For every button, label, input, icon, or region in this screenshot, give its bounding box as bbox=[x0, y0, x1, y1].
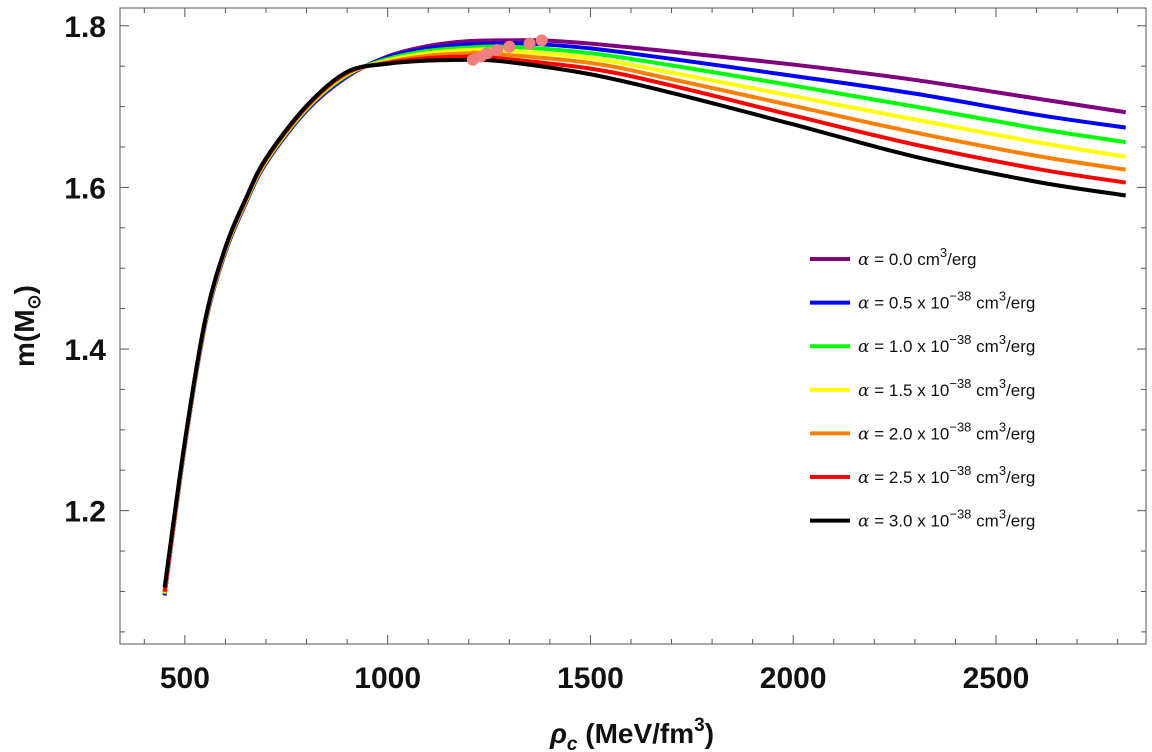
maximum-point-6 bbox=[466, 53, 479, 66]
y-axis-ticks: 1.2 1.4 1.6 1.8 bbox=[64, 11, 1146, 633]
x-axis-label: ρc (MeV/fm3) bbox=[549, 715, 714, 752]
legend-label-2: α = 1.0 x 10−38 cm3/erg bbox=[858, 332, 1035, 357]
legend-label-1: α = 0.5 x 10−38 cm3/erg bbox=[858, 289, 1035, 314]
plot-border bbox=[119, 7, 1147, 645]
y-axis-label: m(M⊙) bbox=[9, 285, 44, 367]
y-tick-label: 1.8 bbox=[64, 11, 106, 44]
y-tick-label: 1.4 bbox=[64, 334, 106, 367]
legend-label-6: α = 3.0 x 10−38 cm3/erg bbox=[858, 507, 1035, 532]
y-tick-label: 1.2 bbox=[64, 496, 106, 529]
legend-label-5: α = 2.5 x 10−38 cm3/erg bbox=[858, 463, 1035, 488]
x-tick-label: 500 bbox=[160, 662, 210, 695]
legend-label-3: α = 1.5 x 10−38 cm3/erg bbox=[858, 376, 1035, 401]
maximum-point-1 bbox=[523, 37, 536, 50]
maximum-point-2 bbox=[503, 40, 516, 53]
x-axis-ticks: 500 1000 1500 2000 2500 bbox=[143, 8, 1119, 695]
series-layer bbox=[162, 38, 1127, 596]
x-tick-label: 2500 bbox=[963, 662, 1030, 695]
plot-frame bbox=[119, 7, 1147, 645]
maxima-points bbox=[466, 34, 548, 66]
series-line-6 bbox=[162, 57, 1127, 588]
legend-label-4: α = 2.0 x 10−38 cm3/erg bbox=[858, 419, 1035, 444]
x-tick-label: 2000 bbox=[760, 662, 827, 695]
maximum-point-3 bbox=[491, 44, 504, 57]
legend-label-0: α = 0.0 cm3/erg bbox=[858, 245, 976, 270]
x-tick-label: 1000 bbox=[354, 662, 421, 695]
x-tick-label: 1500 bbox=[557, 662, 624, 695]
y-tick-label: 1.6 bbox=[64, 172, 106, 205]
legend: α = 0.0 cm3/erg α = 0.5 x 10−38 cm3/erg α … bbox=[810, 245, 1035, 532]
maximum-point-0 bbox=[535, 34, 548, 47]
